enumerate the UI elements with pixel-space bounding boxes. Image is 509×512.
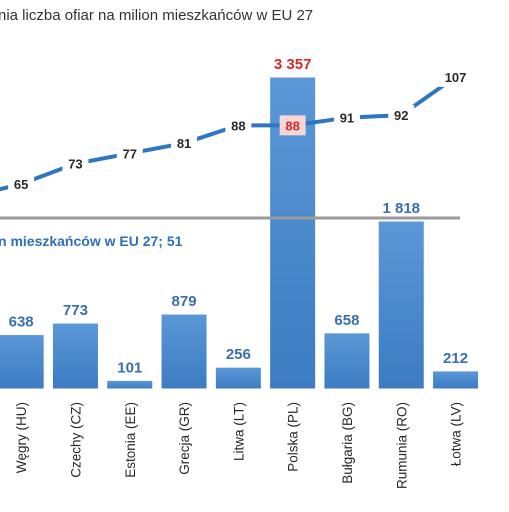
line-point-label: 88 <box>285 118 299 133</box>
line-point-box <box>388 105 415 126</box>
line-point-label: 73 <box>68 157 82 172</box>
line-point-label: 91 <box>340 111 354 126</box>
line-path <box>0 75 457 192</box>
bar-value-label: 658 <box>334 312 359 329</box>
category-label: Bułgaria (BG) <box>340 402 355 484</box>
bar-8 <box>432 370 480 390</box>
line-point-label: 107 <box>445 70 467 85</box>
bar-value-label: 212 <box>443 350 468 367</box>
line-point-label: 92 <box>394 108 408 123</box>
bar-value-label: 879 <box>172 293 197 310</box>
line-point-label: 65 <box>14 177 28 192</box>
line-point-box <box>438 66 473 87</box>
category-label: Litwa (LT) <box>231 402 246 461</box>
line-point-box <box>116 143 143 164</box>
line-point-label: 88 <box>231 118 245 133</box>
line-point-box <box>333 107 360 128</box>
bar-2 <box>106 379 154 390</box>
category-label: Węgry (HU) <box>14 402 29 473</box>
line-point-box <box>225 115 252 136</box>
bar-1 <box>51 322 99 390</box>
bar-value-label: 3 357 <box>274 56 312 73</box>
category-label: Estonia (EE) <box>123 402 138 478</box>
category-axis: Węgry (HU) Czechy (CZ) Estonia (EE) Grecja … <box>14 402 463 489</box>
bar-value-label: 101 <box>117 359 142 376</box>
bar-7 <box>377 220 425 390</box>
bar-value-label: 773 <box>63 302 88 319</box>
line-point-box <box>279 115 306 136</box>
line-point-label: 81 <box>177 136 191 151</box>
bar-4 <box>214 366 262 390</box>
bar-value-label: 256 <box>226 346 251 363</box>
reference-line-label: n mieszkańców w EU 27; 51 <box>0 233 183 249</box>
category-label: Polska (PL) <box>286 402 301 472</box>
line-point-label: 77 <box>123 146 137 161</box>
bar-0 <box>0 334 45 390</box>
bar-value-label: 638 <box>9 314 34 331</box>
bar-6 <box>323 332 371 390</box>
category-label: Łotwa (LV) <box>449 402 464 466</box>
line-point-box <box>171 133 198 154</box>
line-point-box <box>8 174 35 194</box>
line-point-box <box>62 153 89 174</box>
line-series: 65 73 77 81 88 88 91 92 107 <box>0 66 473 194</box>
chart-title: nia liczba ofiar na milion mieszkańców w… <box>0 7 313 24</box>
bar-3 <box>160 313 208 390</box>
category-label: Grecja (GR) <box>177 402 192 475</box>
bar-value-label: 1 818 <box>382 200 420 217</box>
category-label: Czechy (CZ) <box>68 402 83 478</box>
category-label: Rumunia (RO) <box>394 402 409 489</box>
